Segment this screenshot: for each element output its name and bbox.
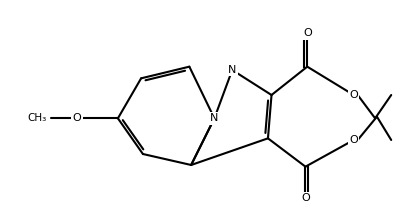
Text: O: O (72, 113, 81, 123)
Text: O: O (349, 90, 358, 100)
Text: O: O (301, 193, 310, 203)
Text: CH₃: CH₃ (27, 113, 46, 123)
Text: N: N (210, 113, 219, 123)
Text: O: O (303, 28, 312, 38)
Text: O: O (349, 135, 358, 145)
Text: N: N (228, 65, 237, 75)
